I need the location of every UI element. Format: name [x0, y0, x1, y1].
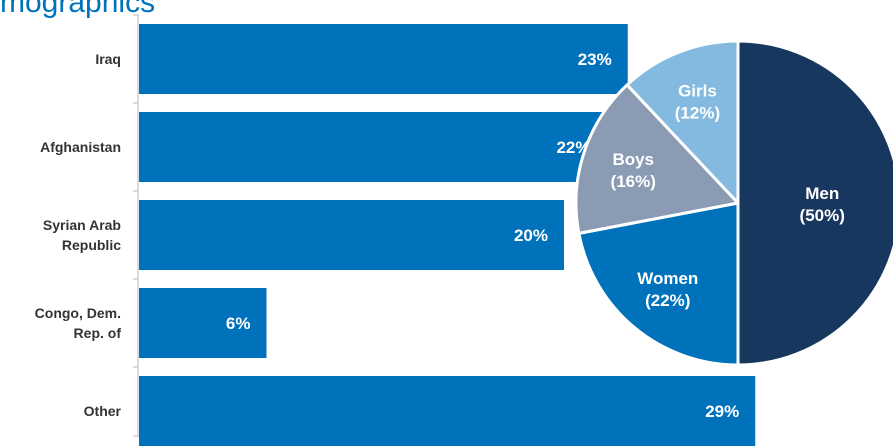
category-label-iraq: Iraq — [95, 51, 121, 67]
bar-iraq — [139, 24, 628, 94]
pie-label-women: Women (22%) — [637, 269, 698, 310]
chart-title-fragment: mographics — [0, 0, 156, 19]
category-label-other: Other — [84, 403, 122, 419]
bar-value-label-other: 29% — [705, 402, 739, 421]
bar-syrian-arab-republic — [139, 200, 564, 270]
category-label-syrian-arab-republic: Syrian Arab Republic — [43, 217, 121, 253]
bar-value-label-syrian-arab-republic: 20% — [514, 226, 548, 245]
pie-slice-boys — [574, 83, 740, 235]
pie-label-boys: Boys (16%) — [611, 150, 656, 191]
pie-chart: Men (50%) Women (22%) Boys (16%) Girls (12%) — [574, 39, 893, 367]
pie-slice-women — [577, 201, 740, 367]
pie-slice-men — [736, 39, 893, 367]
category-label-afghanistan: Afghanistan — [40, 139, 121, 155]
bar-value-label-afghanistan: 22% — [556, 138, 590, 157]
pie-slice-girls — [625, 39, 740, 205]
category-label-congo-dem-rep-of: Congo, Dem. Rep. of — [35, 305, 122, 341]
pie-label-men: Men (50%) — [800, 184, 845, 225]
bar-other — [139, 376, 756, 446]
bar-congo-dem-rep-of — [139, 288, 267, 358]
bar-chart: 23% Iraq 22% Afghanistan 20% Syrian Arab Repub… — [35, 14, 756, 446]
pie-label-girls: Girls (12%) — [675, 82, 720, 123]
bar-afghanistan — [139, 112, 607, 182]
bar-value-label-iraq: 23% — [578, 50, 612, 69]
bar-value-label-congo-dem-rep-of: 6% — [226, 314, 251, 333]
